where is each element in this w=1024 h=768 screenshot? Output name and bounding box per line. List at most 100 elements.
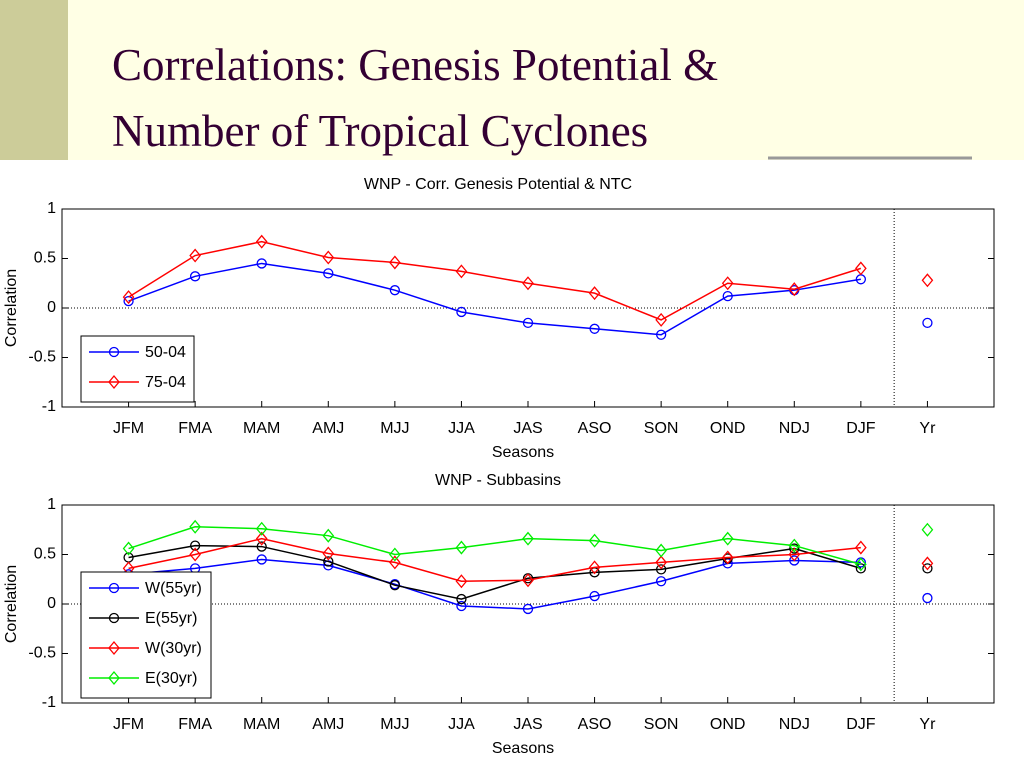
- chart-title: WNP - Subbasins: [435, 472, 561, 489]
- marker: [456, 600, 467, 612]
- x-tick-label: FMA: [178, 420, 212, 437]
- x-tick-label: Yr: [919, 420, 936, 437]
- x-axis-label: Seasons: [492, 740, 554, 757]
- marker: [189, 519, 201, 534]
- legend: [80, 335, 195, 403]
- marker: [922, 317, 933, 329]
- marker: [789, 543, 800, 554]
- marker: [522, 276, 534, 291]
- marker: [721, 531, 734, 546]
- x-tick-label: MJJ: [380, 716, 409, 733]
- x-tick-label: AMJ: [312, 420, 344, 437]
- y-tick-label: 0.5: [34, 250, 56, 267]
- marker: [255, 531, 268, 546]
- legend-label: E(30yr): [145, 670, 197, 687]
- series-line: [128, 537, 861, 582]
- x-tick-label: OND: [710, 716, 746, 733]
- x-tick-label: AMJ: [312, 716, 344, 733]
- marker: [323, 556, 334, 567]
- marker: [108, 670, 120, 686]
- marker: [108, 374, 120, 390]
- x-tick-label: JFM: [113, 716, 144, 733]
- x-axis-label: Seasons: [492, 444, 554, 461]
- marker: [522, 603, 534, 615]
- marker: [322, 528, 335, 543]
- marker: [189, 248, 201, 263]
- x-tick-label: MAM: [243, 420, 280, 437]
- x-tick-label: SON: [644, 716, 679, 733]
- x-tick-label: JJA: [448, 420, 475, 437]
- y-tick-label: 1: [47, 200, 56, 217]
- marker: [855, 557, 867, 572]
- marker: [189, 271, 201, 282]
- y-tick-label: 1: [47, 496, 56, 513]
- marker: [389, 555, 401, 570]
- marker: [922, 592, 933, 604]
- x-tick-label: SON: [644, 420, 679, 437]
- marker: [588, 560, 601, 575]
- marker: [389, 580, 401, 591]
- marker: [721, 550, 734, 565]
- marker: [389, 547, 401, 562]
- marker: [456, 593, 467, 605]
- marker: [789, 555, 800, 566]
- header-band: [0, 0, 1024, 160]
- y-tick-label: -0.5: [28, 349, 56, 366]
- marker: [588, 533, 601, 548]
- marker: [455, 574, 468, 589]
- legend-label: W(30yr): [145, 640, 202, 657]
- y-tick-label: -0.5: [28, 645, 56, 662]
- legend: [80, 571, 212, 699]
- y-axis-label: Correlation: [3, 565, 20, 643]
- series-line: [128, 558, 861, 610]
- marker: [855, 540, 867, 555]
- side-bar: [0, 0, 68, 160]
- x-tick-label: NDJ: [779, 420, 810, 437]
- x-tick-label: FMA: [178, 716, 212, 733]
- marker: [389, 255, 401, 270]
- marker: [122, 290, 135, 305]
- marker: [788, 538, 801, 553]
- marker: [522, 531, 534, 546]
- marker: [921, 273, 934, 288]
- y-tick-label: -1: [42, 398, 56, 415]
- slide-title: Number of Tropical Cyclones: [112, 106, 648, 156]
- marker: [522, 317, 534, 329]
- marker: [788, 282, 801, 297]
- marker: [921, 522, 934, 537]
- y-tick-label: 0: [47, 299, 56, 316]
- marker: [108, 346, 120, 358]
- x-tick-label: ASO: [578, 420, 612, 437]
- x-tick-label: JAS: [513, 420, 542, 437]
- marker: [256, 554, 267, 565]
- x-tick-label: DJF: [846, 716, 876, 733]
- marker: [256, 541, 267, 552]
- marker: [655, 312, 667, 327]
- marker: [655, 543, 667, 558]
- y-tick-label: 0: [47, 595, 56, 612]
- marker: [588, 286, 601, 301]
- marker: [389, 285, 401, 296]
- series-line: [128, 526, 862, 566]
- marker: [108, 640, 120, 656]
- y-axis-label: Correlation: [3, 269, 20, 347]
- legend-label: 50-04: [145, 344, 186, 361]
- marker: [921, 556, 934, 571]
- marker: [256, 258, 267, 269]
- marker: [322, 546, 335, 561]
- marker: [323, 268, 334, 279]
- legend-label: 75-04: [145, 374, 186, 391]
- slide-title: Correlations: Genesis Potential &: [112, 40, 718, 90]
- marker: [255, 521, 268, 536]
- y-tick-label: -1: [42, 694, 56, 711]
- marker: [255, 234, 268, 249]
- marker: [655, 329, 667, 340]
- series-line: [128, 262, 861, 336]
- marker: [655, 555, 667, 570]
- x-tick-label: JAS: [513, 716, 542, 733]
- charts: WNP - Corr. Genesis Potential & NTC Seaso…: [3, 176, 995, 757]
- marker: [722, 290, 733, 302]
- marker: [455, 540, 468, 555]
- x-tick-label: JJA: [448, 716, 475, 733]
